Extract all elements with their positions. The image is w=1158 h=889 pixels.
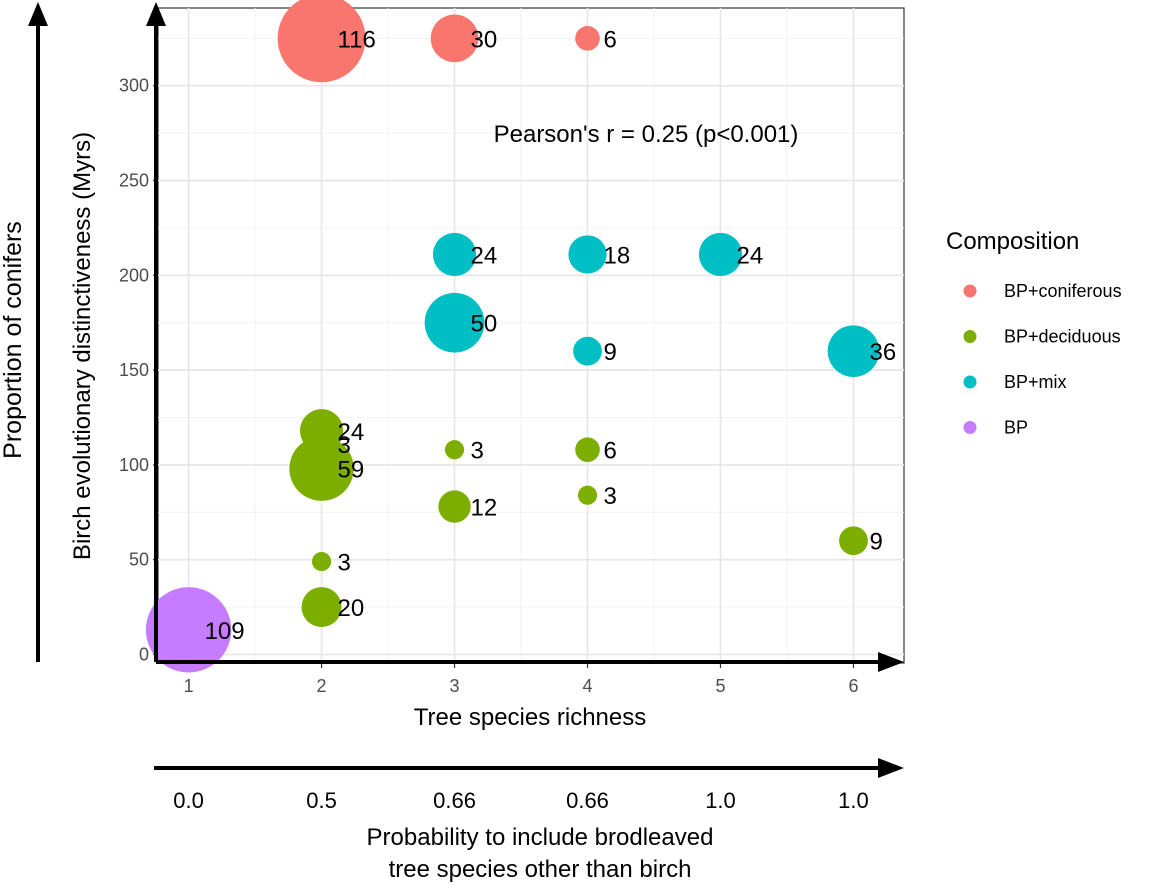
data-point bbox=[301, 587, 342, 628]
second-x-tick-label: 0.5 bbox=[306, 788, 337, 813]
point-label: 36 bbox=[869, 339, 896, 366]
data-point bbox=[839, 526, 868, 556]
point-label: 20 bbox=[338, 595, 365, 622]
y-tick-label: 50 bbox=[129, 550, 149, 570]
x-tick-label: 4 bbox=[583, 676, 593, 696]
outer-y-axis-title: Proportion of conifers bbox=[0, 221, 27, 459]
point-label: 9 bbox=[869, 529, 882, 556]
data-point bbox=[575, 437, 600, 463]
data-point bbox=[311, 434, 332, 454]
point-label: 3 bbox=[338, 550, 351, 577]
points-layer bbox=[145, 0, 880, 673]
point-label: 9 bbox=[604, 339, 617, 366]
data-point bbox=[444, 440, 465, 460]
x-tick-label: 6 bbox=[848, 676, 858, 696]
legend-label: BP+coniferous bbox=[1004, 281, 1122, 301]
legend-key bbox=[963, 421, 977, 434]
y-axis-arrowhead bbox=[146, 2, 166, 26]
data-point bbox=[577, 485, 598, 505]
data-point bbox=[430, 14, 479, 63]
data-point bbox=[575, 26, 600, 51]
point-label: 116 bbox=[338, 26, 376, 53]
data-point bbox=[277, 0, 366, 83]
x-tick-label: 2 bbox=[317, 676, 327, 696]
point-label: 18 bbox=[604, 242, 631, 269]
legend: Composition BP+coniferous BP+deciduous BP+… bbox=[946, 228, 1122, 438]
point-label: 30 bbox=[471, 26, 498, 53]
plot-panel bbox=[157, 7, 905, 664]
legend-title: Composition bbox=[946, 228, 1079, 255]
data-point bbox=[438, 490, 471, 523]
pearson-annotation: Pearson's r = 0.25 (p<0.001) bbox=[494, 121, 799, 148]
point-label: 3 bbox=[604, 483, 617, 510]
legend-label: BP+mix bbox=[1004, 372, 1067, 392]
y-axis-title: Birch evolutionary distinctiveness (Myrs… bbox=[69, 132, 96, 560]
data-point bbox=[145, 587, 232, 673]
point-label: 24 bbox=[736, 242, 763, 269]
data-point bbox=[698, 232, 743, 277]
point-label: 12 bbox=[471, 495, 498, 522]
point-label: 24 bbox=[338, 419, 365, 446]
second-x-arrowhead bbox=[878, 758, 904, 778]
data-point bbox=[311, 551, 332, 572]
second-x-title-line1: Probability to include brodleaved bbox=[367, 824, 714, 851]
y-tick-label: 250 bbox=[119, 171, 149, 191]
y-tick-label: 300 bbox=[119, 76, 149, 96]
y-tick-label: 200 bbox=[119, 265, 149, 285]
data-point bbox=[424, 292, 485, 353]
y-tick-label: 0 bbox=[139, 644, 149, 664]
x-axis-title: Tree species richness bbox=[414, 704, 647, 731]
legend-label: BP bbox=[1004, 418, 1028, 438]
point-label: 50 bbox=[471, 311, 498, 338]
second-x-tick-label: 0.66 bbox=[433, 788, 476, 813]
legend-key bbox=[963, 375, 977, 389]
x-axis-arrowhead bbox=[878, 652, 904, 672]
point-label: 3 bbox=[471, 438, 484, 465]
data-point bbox=[432, 232, 477, 277]
data-point bbox=[299, 409, 344, 453]
data-point bbox=[568, 235, 607, 274]
x-tick-label: 5 bbox=[715, 676, 725, 696]
outer-y-arrowhead bbox=[28, 2, 48, 26]
data-point bbox=[827, 325, 880, 377]
y-tick-label: 150 bbox=[119, 360, 149, 380]
data-point bbox=[573, 336, 602, 366]
y-tick-label: 100 bbox=[119, 455, 149, 475]
point-label: 6 bbox=[604, 438, 617, 465]
second-x-tick-label: 0.0 bbox=[173, 788, 204, 813]
legend-key bbox=[963, 330, 977, 343]
legend-label: BP+deciduous bbox=[1004, 327, 1121, 347]
x-tick-label: 1 bbox=[184, 676, 194, 696]
second-x-tick-label: 1.0 bbox=[705, 788, 736, 813]
second-x-title-line2: tree species other than birch bbox=[389, 856, 692, 883]
point-label: 109 bbox=[205, 618, 245, 645]
second-x-tick-label: 1.0 bbox=[838, 788, 869, 813]
x-tick-label: 3 bbox=[450, 676, 460, 696]
point-label: 59 bbox=[338, 457, 365, 484]
point-label: 3 bbox=[338, 432, 351, 459]
point-label: 6 bbox=[604, 26, 617, 53]
legend-key bbox=[963, 284, 977, 298]
data-point bbox=[289, 436, 354, 501]
second-x-ticks: 0.0 0.5 0.66 0.66 1.0 1.0 bbox=[173, 788, 868, 813]
point-label: 24 bbox=[471, 242, 498, 269]
second-x-tick-label: 0.66 bbox=[566, 788, 609, 813]
